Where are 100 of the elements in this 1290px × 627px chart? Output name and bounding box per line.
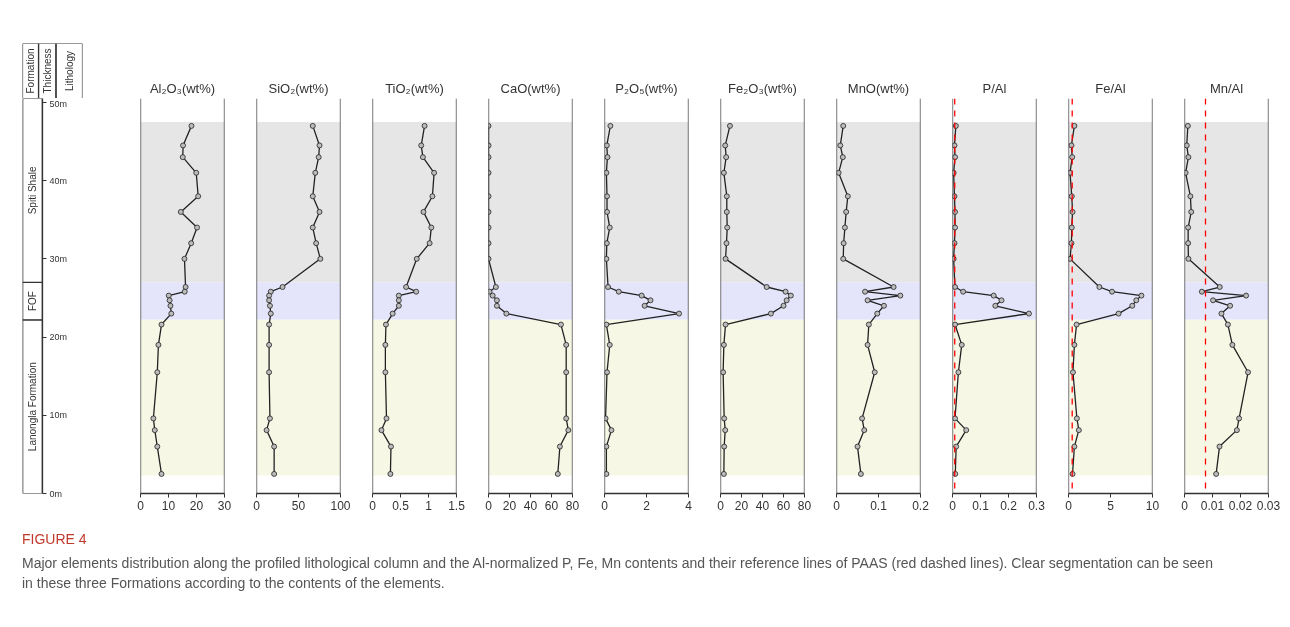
point (641, 302, 648, 309)
point (492, 284, 499, 290)
point (721, 443, 728, 450)
point (563, 369, 570, 376)
point (309, 224, 316, 231)
text: Major elements distribution along the profiled lithological column and the Al-normalized P, Fe, Mn contents and their reference lines of PAAS (red dashed lines). Clear segmentation can be seen in these three Formations according to the contents of the elements. (22, 554, 1214, 594)
point (780, 302, 787, 309)
x-tick-label: 10 (161, 498, 176, 513)
point (271, 443, 278, 450)
point (563, 341, 570, 348)
point (1129, 302, 1136, 309)
chart-title: P₂O₅(wt%) (615, 80, 678, 96)
y-tick-label: 50m (49, 98, 68, 109)
chart-title: P/Al (982, 80, 1007, 96)
point (604, 154, 611, 161)
point (859, 415, 866, 422)
point (1096, 284, 1103, 290)
point (1210, 297, 1216, 304)
x-tick-label: 0.2 (912, 498, 930, 513)
x-tick-label: 0 (485, 498, 493, 513)
point (1188, 209, 1195, 215)
point (604, 443, 610, 450)
point (1068, 142, 1075, 149)
point (604, 471, 610, 477)
point (722, 427, 729, 434)
x-tick-label: 60 (544, 498, 559, 513)
point (768, 310, 774, 317)
point (166, 297, 173, 304)
point (1245, 369, 1251, 376)
chart-title: Fe₂O₃(wt%) (728, 80, 797, 96)
point (313, 240, 320, 247)
point (604, 169, 610, 176)
point (1187, 193, 1194, 200)
point (420, 154, 426, 161)
point (188, 240, 195, 247)
point (194, 224, 200, 231)
point (279, 284, 286, 290)
point (874, 310, 881, 317)
point (605, 284, 611, 290)
point (1068, 255, 1073, 262)
point (1236, 415, 1242, 422)
x-tick-label: 0 (717, 498, 725, 513)
point (1069, 209, 1076, 215)
point (383, 321, 389, 328)
point (1229, 341, 1236, 348)
point (606, 341, 613, 348)
point (312, 169, 319, 176)
point (266, 341, 272, 348)
point (1225, 321, 1231, 328)
point (952, 284, 958, 290)
point (503, 310, 510, 317)
point (952, 154, 958, 161)
point (723, 193, 730, 200)
point (854, 443, 861, 450)
point (1068, 193, 1075, 200)
point (647, 297, 654, 304)
text: FIGURE 4 (22, 530, 88, 549)
point (720, 369, 727, 376)
point (1071, 122, 1078, 129)
x-tick-label: 50 (291, 498, 306, 513)
point (1243, 292, 1249, 299)
point (861, 427, 868, 434)
point (1184, 122, 1191, 129)
point (316, 142, 323, 149)
point (1070, 369, 1076, 376)
point (429, 193, 436, 200)
point (720, 341, 727, 348)
point (167, 302, 174, 309)
point (864, 297, 871, 304)
point (557, 443, 563, 450)
point (1073, 321, 1080, 328)
point (604, 255, 610, 262)
point (426, 240, 433, 247)
point (267, 288, 274, 295)
x-tick-label: 0.1 (870, 498, 888, 513)
point (998, 297, 1005, 304)
point (395, 292, 402, 299)
point (382, 369, 389, 376)
point (952, 142, 958, 149)
point (604, 369, 610, 376)
point (722, 321, 729, 328)
point (151, 427, 158, 434)
point (608, 427, 615, 434)
point (992, 302, 999, 309)
point (604, 240, 610, 247)
point (952, 193, 958, 200)
chart-title: Al₂O₃(wt%) (149, 80, 216, 96)
x-tick-label: 0 (601, 498, 609, 513)
point (837, 142, 844, 149)
point (418, 142, 425, 149)
point (843, 209, 850, 215)
text: Formation (25, 48, 37, 94)
series-label: FOF (27, 291, 38, 312)
x-tick-label: 0.2 (1000, 498, 1018, 513)
x-tick-label: 10 (1145, 498, 1160, 513)
point (1213, 471, 1220, 477)
x-tick-label: 1.5 (448, 498, 466, 513)
x-tick-label: 1 (425, 498, 433, 513)
x-tick-label: 0.02 (1228, 498, 1253, 513)
point (862, 288, 868, 295)
